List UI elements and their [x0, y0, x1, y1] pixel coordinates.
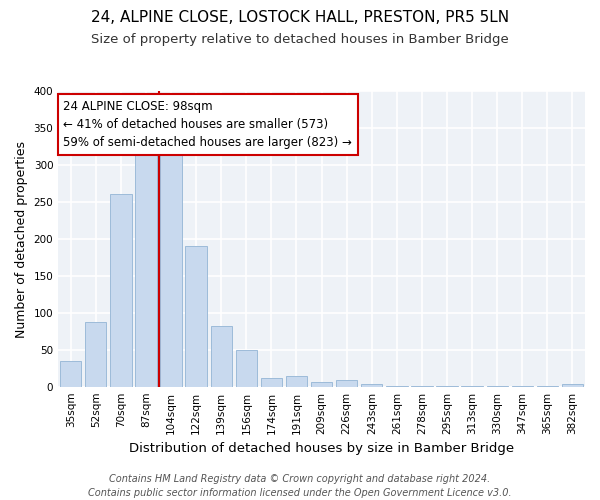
- Bar: [361, 384, 382, 386]
- Y-axis label: Number of detached properties: Number of detached properties: [15, 140, 28, 338]
- Bar: [211, 326, 232, 386]
- Bar: [336, 380, 358, 386]
- Bar: [562, 384, 583, 386]
- Bar: [261, 378, 282, 386]
- Bar: [110, 194, 131, 386]
- Text: 24, ALPINE CLOSE, LOSTOCK HALL, PRESTON, PR5 5LN: 24, ALPINE CLOSE, LOSTOCK HALL, PRESTON,…: [91, 10, 509, 25]
- X-axis label: Distribution of detached houses by size in Bamber Bridge: Distribution of detached houses by size …: [129, 442, 514, 455]
- Bar: [136, 146, 157, 386]
- Bar: [286, 376, 307, 386]
- Bar: [85, 322, 106, 386]
- Bar: [160, 142, 182, 386]
- Text: 24 ALPINE CLOSE: 98sqm
← 41% of detached houses are smaller (573)
59% of semi-de: 24 ALPINE CLOSE: 98sqm ← 41% of detached…: [64, 100, 352, 150]
- Text: Size of property relative to detached houses in Bamber Bridge: Size of property relative to detached ho…: [91, 32, 509, 46]
- Bar: [60, 361, 82, 386]
- Text: Contains HM Land Registry data © Crown copyright and database right 2024.
Contai: Contains HM Land Registry data © Crown c…: [88, 474, 512, 498]
- Bar: [311, 382, 332, 386]
- Bar: [185, 246, 207, 386]
- Bar: [236, 350, 257, 387]
